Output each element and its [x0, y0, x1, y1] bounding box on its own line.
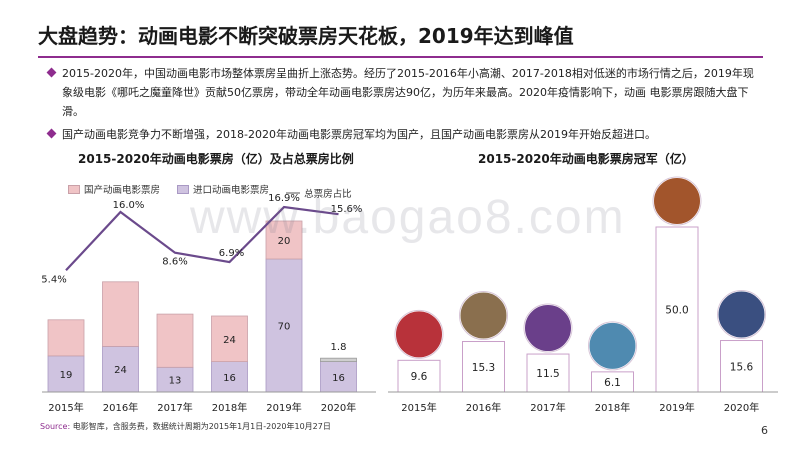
legend-total-share: 总票房占比: [286, 186, 352, 200]
imported-value-label: 70: [278, 322, 291, 333]
bullet-2: 国产动画电影竞争力不断增强，2018-2020年动画电影票房冠军均为国产，且国产…: [46, 125, 762, 144]
imported-swatch: [177, 184, 190, 194]
domestic-bar: [211, 315, 248, 362]
source-text: 电影智库，含服务费，数据统计周期为2015年1月1日-2020年10月27日: [72, 422, 331, 431]
total-share-line: [65, 205, 339, 272]
x-tick-label: 2018年: [212, 401, 247, 414]
share-value-label: 16.0%: [113, 200, 145, 211]
x-tick-label: 2017年: [157, 401, 192, 414]
bullet-2-text: 国产动画电影竞争力不断增强，2018-2020年动画电影票房冠军均为国产，且国产…: [62, 128, 656, 141]
x-tick-label: 2017年: [530, 401, 565, 414]
champion-value-label: 50.0: [665, 305, 688, 317]
domestic-swatch: [68, 184, 80, 194]
bullet-1-text: 2015-2020年，中国动画电影市场整体票房呈曲折上涨态势。经历了2015-2…: [62, 67, 754, 118]
share-value-label: 5.4%: [41, 274, 66, 285]
poster-badge-ring: [717, 290, 766, 340]
champion-value-label: 15.3: [472, 362, 495, 374]
imported-value-label: 19: [60, 370, 73, 381]
imported-value-label: 16: [223, 373, 236, 384]
domestic-value-label: 20: [278, 236, 291, 247]
x-tick-label: 2015年: [401, 401, 436, 414]
legend-imported: 进口动画电影票房: [177, 182, 269, 196]
champion-bar: [655, 226, 699, 393]
share-value-label: 16.9%: [268, 193, 300, 204]
imported-value-label: 13: [169, 376, 182, 387]
imported-bar: [265, 258, 303, 393]
domestic-bar: [102, 281, 139, 347]
champion-bar: [526, 353, 570, 393]
x-tick-label: 2016年: [466, 401, 501, 414]
left-chart-title: 2015-2020年动画电影票房（亿）及占总票房比例: [78, 152, 354, 166]
x-tick-label: 2019年: [266, 401, 301, 414]
watermark: www.baogao8.com: [190, 191, 626, 244]
left-chart-legend: 国产动画电影票房 进口动画电影票房 总票房占比: [68, 182, 366, 200]
domestic-bar: [47, 319, 85, 357]
poster-badge-ring: [652, 176, 702, 226]
champion-value-label: 6.1: [604, 377, 621, 389]
poster-badge-ring: [523, 303, 573, 353]
title-divider: [38, 56, 763, 58]
source-label: Source:: [40, 422, 71, 431]
share-value-label: 6.9%: [219, 248, 244, 259]
poster-badge-ring: [459, 291, 508, 341]
x-tick-label: 2015年: [48, 401, 83, 414]
imported-bar: [211, 361, 248, 393]
share-value-label: 8.6%: [162, 257, 187, 268]
domestic-value-label: 1.8: [331, 342, 347, 353]
right-chart-title: 2015-2020年动画电影票房冠军（亿）: [478, 152, 694, 166]
imported-bar: [156, 366, 194, 393]
poster-badge-ring: [394, 309, 444, 359]
share-value-label: 15.6%: [331, 204, 363, 215]
domestic-bar: [320, 357, 357, 362]
bullet-1: 2015-2020年，中国动画电影市场整体票房呈曲折上涨态势。经历了2015-2…: [46, 64, 762, 121]
source-note: Source: 电影智库，含服务费，数据统计周期为2015年1月1日-2020年…: [40, 421, 331, 432]
domestic-bar: [156, 313, 194, 368]
champion-value-label: 9.6: [411, 371, 428, 383]
x-tick-label: 2019年: [659, 401, 694, 414]
domestic-bar: [265, 220, 303, 260]
x-tick-label: 2016年: [103, 401, 138, 414]
legend-domestic: 国产动画电影票房: [68, 182, 160, 196]
page-title: 大盘趋势：动画电影不断突破票房天花板，2019年达到峰值: [38, 24, 574, 48]
imported-bar: [102, 345, 139, 393]
imported-bar: [320, 361, 357, 393]
champion-value-label: 15.6: [730, 361, 754, 373]
total-share-swatch: [286, 191, 301, 194]
x-tick-label: 2020年: [724, 401, 759, 414]
page-number: 6: [761, 424, 768, 437]
x-tick-label: 2020年: [321, 401, 356, 414]
imported-value-label: 24: [114, 365, 127, 376]
domestic-value-label: 24: [223, 335, 236, 346]
x-tick-label: 2018年: [595, 401, 630, 414]
imported-value-label: 16: [332, 373, 345, 384]
champion-value-label: 11.5: [536, 368, 559, 380]
poster-badge-ring: [588, 321, 637, 371]
champion-bar: [397, 359, 441, 393]
